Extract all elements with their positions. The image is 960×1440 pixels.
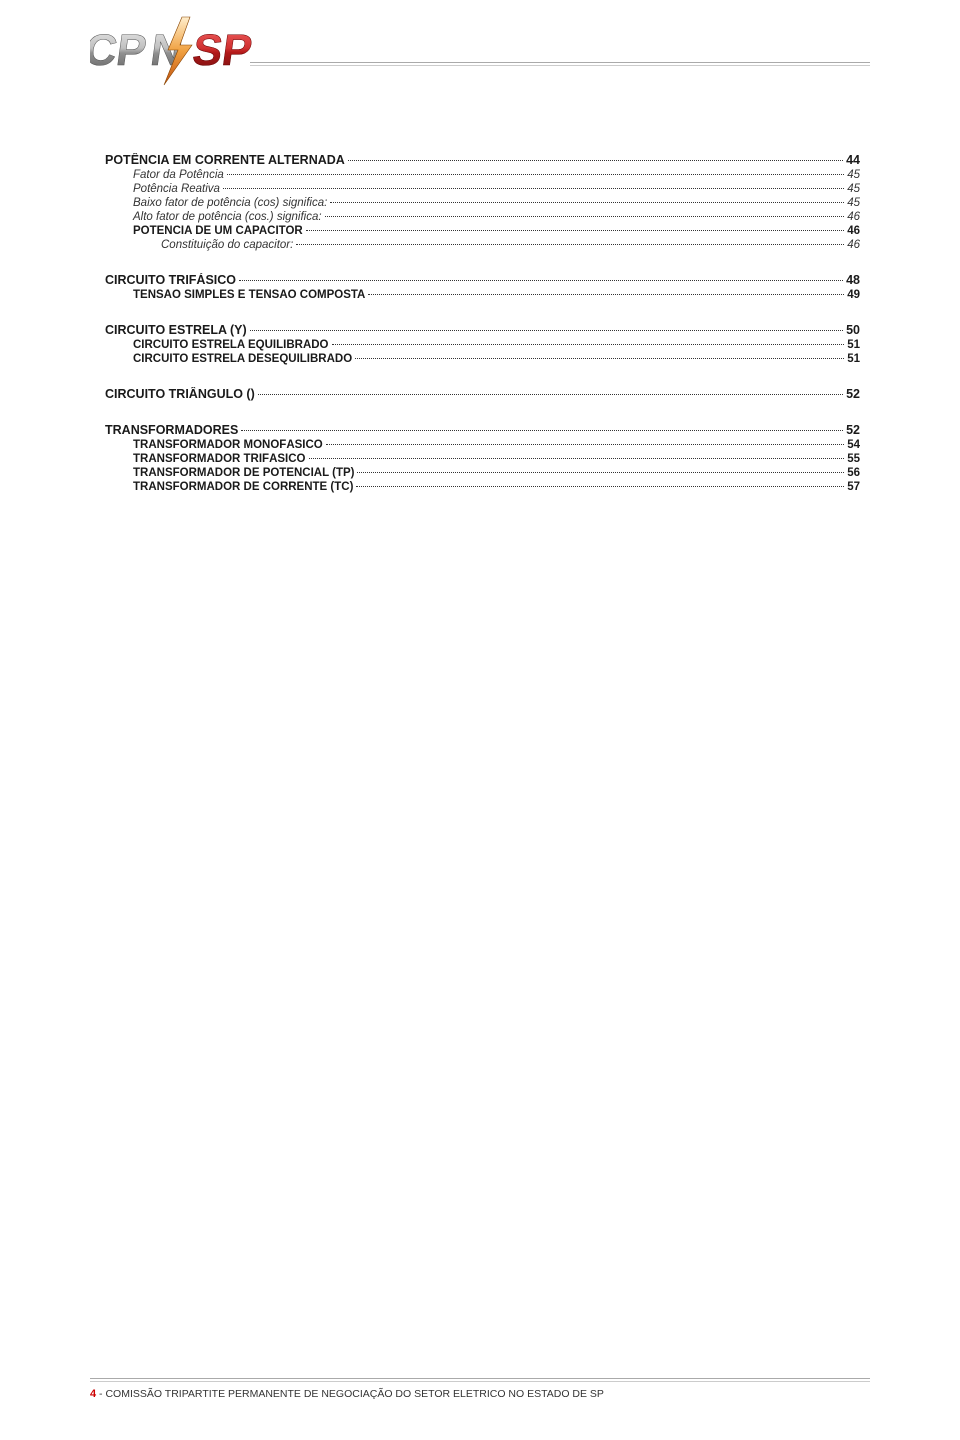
toc-entry: Potência Reativa 45	[105, 183, 860, 195]
svg-text:SP: SP	[190, 26, 256, 75]
toc-leader-dots	[326, 444, 844, 445]
toc-entry-page: 57	[847, 481, 860, 493]
toc-entry-label: TRANSFORMADOR DE POTENCIAL (TP)	[133, 467, 354, 479]
toc-entry: TRANSFORMADORES 52	[105, 423, 860, 437]
toc-entry-label: CIRCUITO ESTRELA EQUILIBRADO	[133, 339, 329, 351]
toc-leader-dots	[258, 394, 843, 395]
toc-entry-page: 51	[847, 339, 860, 351]
svg-text:CP: CP	[90, 26, 150, 75]
toc-entry-label: CIRCUITO TRIFÁSICO	[105, 273, 236, 287]
toc-entry-label: Potência Reativa	[133, 183, 220, 195]
toc-entry-page: 52	[846, 423, 860, 437]
toc-entry-label: CIRCUITO TRIÂNGULO ()	[105, 387, 255, 401]
toc-entry-label: TRANSFORMADOR MONOFÁSICO	[133, 439, 323, 451]
footer-divider	[90, 1378, 870, 1382]
page-footer: 4 - COMISSÃO TRIPARTITE PERMANENTE DE NE…	[90, 1378, 870, 1400]
toc-entry: TRANSFORMADOR DE CORRENTE (TC) 57	[105, 481, 860, 493]
toc-entry-page: 52	[846, 387, 860, 401]
toc-entry-page: 48	[846, 273, 860, 287]
toc-leader-dots	[325, 216, 845, 217]
toc-entry-label: TRANSFORMADOR TRIFÁSICO	[133, 453, 306, 465]
toc-entry-page: 45	[847, 169, 860, 181]
toc-entry-page: 46	[847, 239, 860, 251]
toc-entry: TENSÃO SIMPLES E TENSÃO COMPOSTA 49	[105, 289, 860, 301]
toc-entry: Baixo fator de potência (cos) significa:…	[105, 197, 860, 209]
toc-leader-dots	[330, 202, 844, 203]
toc-leader-dots	[250, 330, 843, 331]
toc-entry: CIRCUITO TRIÂNGULO () 52	[105, 387, 860, 401]
toc-entry: TRANSFORMADOR MONOFÁSICO 54	[105, 439, 860, 451]
toc-leader-dots	[368, 294, 844, 295]
page-header: CP N SP	[0, 0, 960, 110]
footer-body: COMISSÃO TRIPARTITE PERMANENTE DE NEGOCI…	[105, 1388, 603, 1400]
toc-entry: POTÊNCIA EM CORRENTE ALTERNADA 44	[105, 153, 860, 167]
toc-leader-dots	[227, 174, 844, 175]
toc-entry-page: 50	[846, 323, 860, 337]
table-of-contents: POTÊNCIA EM CORRENTE ALTERNADA 44 Fator da…	[0, 110, 960, 493]
toc-entry-label: POTÊNCIA DE UM CAPACITOR	[133, 225, 303, 237]
toc-entry-page: 45	[847, 197, 860, 209]
toc-entry-page: 45	[847, 183, 860, 195]
toc-entry-page: 44	[846, 153, 860, 167]
toc-entry-label: CIRCUITO ESTRELA (Y)	[105, 323, 247, 337]
toc-entry-label: TRANSFORMADORES	[105, 423, 238, 437]
toc-entry: CIRCUITO ESTRELA DESEQUILIBRADO 51	[105, 353, 860, 365]
toc-entry-label: CIRCUITO ESTRELA DESEQUILIBRADO	[133, 353, 352, 365]
toc-entry-page: 54	[847, 439, 860, 451]
toc-entry-label: Alto fator de potência (cos.) significa:	[133, 211, 322, 223]
toc-leader-dots	[356, 486, 844, 487]
toc-leader-dots	[306, 230, 844, 231]
toc-leader-dots	[355, 358, 844, 359]
toc-entry: Fator da Potência 45	[105, 169, 860, 181]
toc-entry-label: Constituição do capacitor:	[161, 239, 293, 251]
toc-entry-page: 46	[847, 211, 860, 223]
toc-entry: TRANSFORMADOR TRIFÁSICO 55	[105, 453, 860, 465]
footer-text: 4 - COMISSÃO TRIPARTITE PERMANENTE DE NE…	[90, 1388, 870, 1400]
toc-entry-label: Fator da Potência	[133, 169, 224, 181]
toc-entry: Alto fator de potência (cos.) significa:…	[105, 211, 860, 223]
toc-leader-dots	[296, 244, 844, 245]
toc-leader-dots	[348, 160, 843, 161]
toc-leader-dots	[223, 188, 844, 189]
toc-leader-dots	[239, 280, 843, 281]
toc-leader-dots	[241, 430, 843, 431]
toc-entry-page: 46	[847, 225, 860, 237]
toc-entry: CIRCUITO ESTRELA EQUILIBRADO 51	[105, 339, 860, 351]
toc-entry-page: 55	[847, 453, 860, 465]
toc-entry-page: 49	[847, 289, 860, 301]
toc-entry-page: 51	[847, 353, 860, 365]
toc-leader-dots	[332, 344, 845, 345]
toc-entry: CIRCUITO ESTRELA (Y) 50	[105, 323, 860, 337]
toc-entry: POTÊNCIA DE UM CAPACITOR 46	[105, 225, 860, 237]
toc-leader-dots	[357, 472, 844, 473]
toc-entry-label: TENSÃO SIMPLES E TENSÃO COMPOSTA	[133, 289, 365, 301]
toc-entry-label: POTÊNCIA EM CORRENTE ALTERNADA	[105, 153, 345, 167]
toc-entry-label: Baixo fator de potência (cos) significa:	[133, 197, 327, 209]
toc-leader-dots	[309, 458, 845, 459]
logo: CP N SP	[90, 15, 260, 95]
toc-entry: Constituição do capacitor: 46	[105, 239, 860, 251]
toc-entry-label: TRANSFORMADOR DE CORRENTE (TC)	[133, 481, 353, 493]
toc-entry: TRANSFORMADOR DE POTENCIAL (TP) 56	[105, 467, 860, 479]
toc-entry-page: 56	[847, 467, 860, 479]
toc-entry: CIRCUITO TRIFÁSICO 48	[105, 273, 860, 287]
header-divider	[250, 62, 870, 66]
